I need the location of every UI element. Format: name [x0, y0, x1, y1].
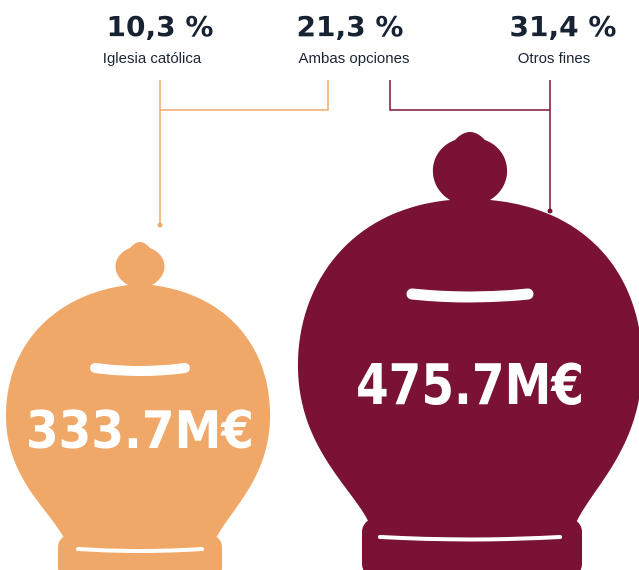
- maroon-connector: [389, 80, 551, 210]
- percent-label: 31,4 %: [510, 10, 617, 43]
- maroon-piggy-bank: 475.7M€: [297, 132, 639, 570]
- orange-piggy-bank: 333.7M€: [5, 242, 271, 570]
- category-label: Otros fines: [518, 50, 591, 67]
- amount-label: 333.7M€: [26, 401, 254, 461]
- connector-dot: [547, 208, 553, 214]
- orange-connector: [159, 80, 329, 224]
- category-label: Ambas opciones: [299, 50, 410, 67]
- category-label: Iglesia católica: [103, 50, 202, 67]
- amount-label: 475.7M€: [356, 353, 584, 418]
- connector-dot: [157, 222, 163, 228]
- percent-label: 21,3 %: [297, 10, 404, 43]
- percent-label: 10,3 %: [107, 10, 214, 43]
